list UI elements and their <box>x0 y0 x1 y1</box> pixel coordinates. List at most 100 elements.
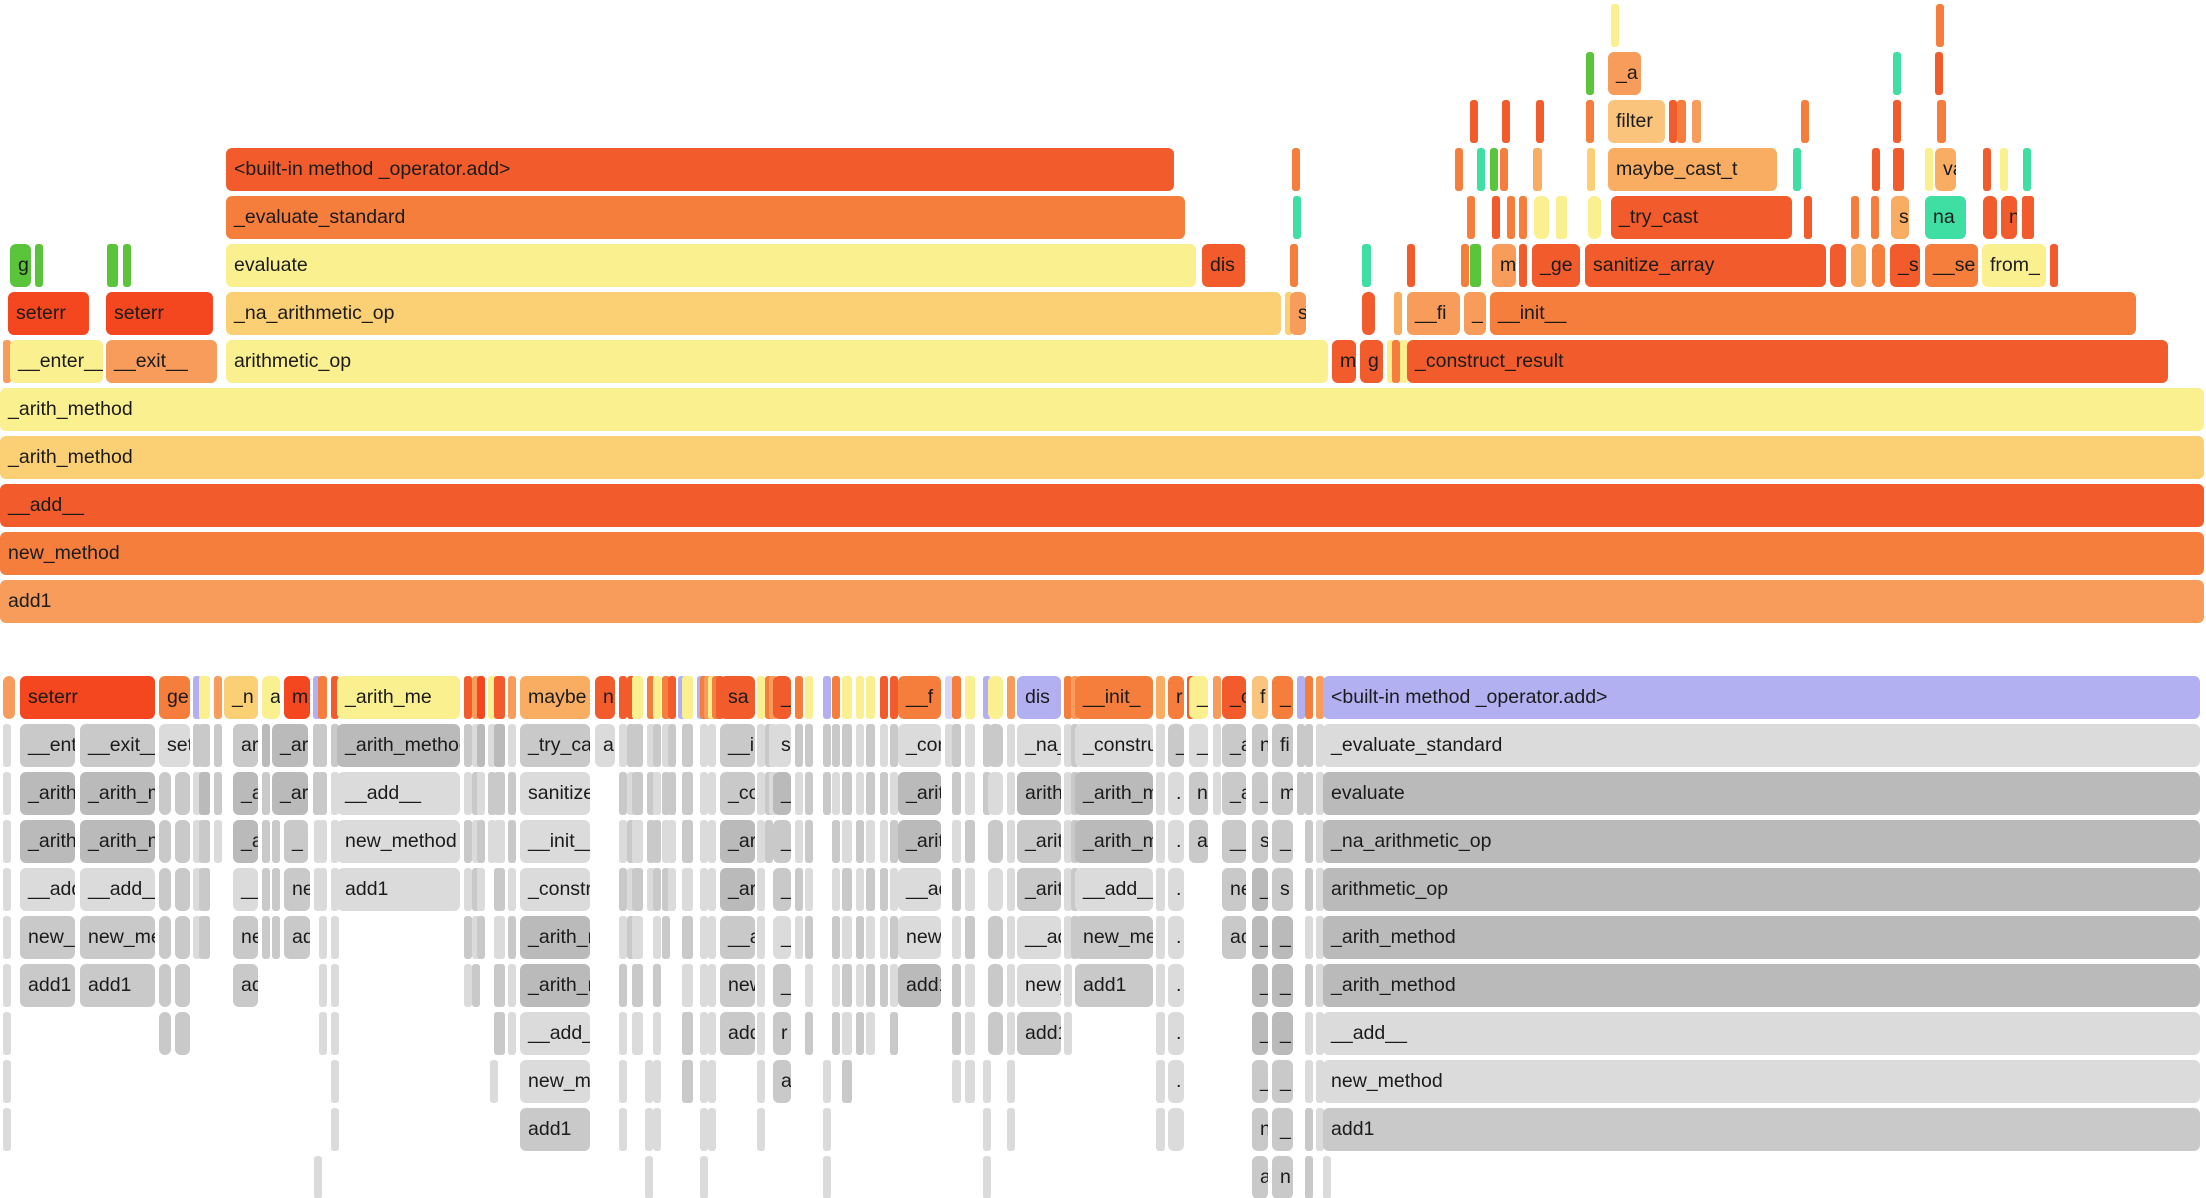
flame-frame-g[interactable] <box>107 244 118 287</box>
flame-frame-dis[interactable]: dis <box>1202 244 1245 287</box>
flame-frame[interactable] <box>1156 724 1165 767</box>
flame-frame-arith-method[interactable]: _arith_method <box>1017 868 1061 911</box>
flame-frame[interactable] <box>965 772 975 815</box>
flame-frame[interactable] <box>668 868 676 911</box>
flame-frame-a[interactable] <box>866 1012 875 1055</box>
flame-frame-add[interactable]: __add__ <box>20 868 75 911</box>
flame-frame[interactable]: _ <box>773 676 791 719</box>
flame-frame[interactable] <box>1692 100 1701 143</box>
flame-frame-f[interactable] <box>494 724 505 767</box>
flame-frame-ge[interactable]: ge <box>159 676 190 719</box>
flame-frame-builtinmethod-operatoradd[interactable]: <built-in method _operator.add> <box>226 148 1174 191</box>
flame-frame-add1[interactable]: add1 <box>20 964 75 1007</box>
flame-frame[interactable] <box>313 772 321 815</box>
flame-frame[interactable] <box>2000 148 2008 191</box>
flame-frame[interactable] <box>832 868 840 911</box>
flame-frame[interactable] <box>1362 244 1371 287</box>
flame-frame[interactable] <box>331 1012 339 1055</box>
flame-frame[interactable] <box>1677 100 1686 143</box>
flame-frame[interactable] <box>842 1012 852 1055</box>
flame-frame[interactable] <box>1804 196 1812 239</box>
flame-frame-enter[interactable]: __enter__ <box>10 340 103 383</box>
flame-frame[interactable] <box>757 916 765 959</box>
flame-frame[interactable]: _ <box>284 820 308 863</box>
flame-frame[interactable]: . <box>1168 868 1184 911</box>
flame-frame[interactable] <box>832 820 840 863</box>
flame-frame-na[interactable]: na <box>1925 196 1966 239</box>
flame-frame[interactable] <box>508 724 516 767</box>
flame-frame[interactable] <box>477 916 485 959</box>
flame-frame[interactable] <box>890 724 898 767</box>
flame-frame[interactable] <box>1007 916 1015 959</box>
flame-frame[interactable] <box>1064 820 1072 863</box>
flame-frame[interactable] <box>645 1060 653 1103</box>
flame-frame-na-arithmetic-op[interactable]: _na_arithmetic_op <box>1017 724 1061 767</box>
flame-frame[interactable] <box>1801 100 1809 143</box>
flame-frame[interactable] <box>708 868 716 911</box>
flame-frame[interactable] <box>508 676 516 719</box>
flame-frame[interactable] <box>682 868 693 911</box>
flame-frame[interactable] <box>757 964 765 1007</box>
flame-frame[interactable]: _ <box>773 964 791 1007</box>
flame-frame[interactable] <box>653 1012 661 1055</box>
flame-frame[interactable] <box>795 724 803 767</box>
flame-frame[interactable] <box>965 724 975 767</box>
flame-frame[interactable] <box>331 964 339 1007</box>
flame-frame[interactable] <box>1323 1156 1331 1198</box>
flame-frame[interactable] <box>842 916 852 959</box>
flame-frame[interactable] <box>1316 676 1324 719</box>
flame-frame[interactable] <box>464 676 472 719</box>
flame-frame[interactable] <box>983 1156 991 1198</box>
flame-frame[interactable] <box>653 820 661 863</box>
flame-frame[interactable] <box>1586 52 1594 95</box>
flame-frame-n[interactable]: n <box>595 676 615 719</box>
flame-frame-arith-method[interactable]: _arith_method <box>1075 820 1153 863</box>
flame-frame[interactable] <box>866 772 875 815</box>
flame-frame[interactable] <box>645 1156 653 1198</box>
flame-frame-add[interactable]: __add__ <box>337 772 460 815</box>
flame-frame-s[interactable] <box>1305 820 1313 863</box>
flame-frame[interactable] <box>1362 292 1375 335</box>
flame-frame[interactable] <box>1611 4 1619 47</box>
flame-frame[interactable]: . <box>1168 916 1184 959</box>
flame-frame[interactable] <box>314 820 322 863</box>
flame-frame[interactable] <box>757 1108 765 1151</box>
flame-frame-add1[interactable]: add1 <box>1222 916 1246 959</box>
flame-frame[interactable] <box>952 820 961 863</box>
flame-frame[interactable] <box>490 1060 498 1103</box>
flame-frame[interactable]: _ <box>773 916 791 959</box>
flame-frame-arith-method[interactable]: _arith_method <box>1323 964 2200 1007</box>
flame-frame-s[interactable]: s <box>1290 292 1306 335</box>
flame-frame-arithmetic-op[interactable]: arithmetic_op <box>1017 772 1061 815</box>
flame-frame[interactable] <box>832 916 840 959</box>
flame-frame[interactable] <box>1400 340 1408 383</box>
flame-frame-a[interactable] <box>952 1012 961 1055</box>
flame-frame[interactable] <box>464 964 472 1007</box>
flame-frame[interactable] <box>952 868 961 911</box>
flame-frame-add1[interactable]: add1 <box>1075 964 1153 1007</box>
flame-frame[interactable] <box>700 1012 708 1055</box>
flame-frame[interactable] <box>1519 196 1527 239</box>
flame-frame[interactable] <box>645 1108 653 1151</box>
flame-frame-arith-method[interactable]: _arith_method <box>20 772 75 815</box>
flame-frame-i[interactable] <box>965 676 975 719</box>
flame-frame[interactable] <box>1872 244 1885 287</box>
flame-frame[interactable] <box>464 916 472 959</box>
flame-frame-r[interactable] <box>159 964 171 1007</box>
flame-frame-arith-method[interactable]: _arith_method <box>1017 820 1061 863</box>
flame-frame[interactable] <box>193 868 201 911</box>
flame-frame[interactable] <box>1290 244 1298 287</box>
flame-frame[interactable] <box>1213 772 1221 815</box>
flame-frame[interactable]: _ <box>1272 1060 1293 1103</box>
flame-frame[interactable] <box>866 868 875 911</box>
flame-frame-r[interactable] <box>1983 196 1997 239</box>
flame-frame[interactable]: _ <box>1189 676 1208 719</box>
flame-frame-c[interactable]: _c <box>1222 676 1246 719</box>
flame-frame-exit[interactable]: __exit__ <box>106 340 217 383</box>
flame-frame[interactable] <box>1316 1012 1324 1055</box>
flame-frame[interactable] <box>880 868 888 911</box>
flame-frame[interactable] <box>856 820 864 863</box>
flame-frame[interactable] <box>199 676 210 719</box>
flame-frame[interactable] <box>988 724 1003 767</box>
flame-frame[interactable] <box>262 772 270 815</box>
